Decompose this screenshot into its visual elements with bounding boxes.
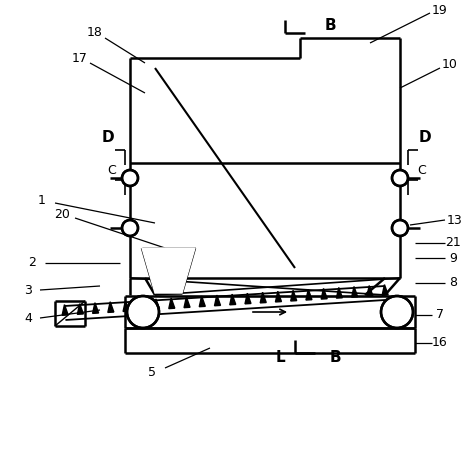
Text: D: D <box>102 131 114 146</box>
Circle shape <box>392 220 408 236</box>
Text: 9: 9 <box>449 251 457 265</box>
Polygon shape <box>184 297 190 308</box>
Circle shape <box>127 296 159 328</box>
Polygon shape <box>382 284 388 295</box>
Polygon shape <box>108 302 114 312</box>
Polygon shape <box>200 296 205 307</box>
Polygon shape <box>169 298 175 309</box>
Polygon shape <box>321 289 327 299</box>
Text: C: C <box>108 164 116 176</box>
Text: 2: 2 <box>28 256 36 269</box>
Text: 8: 8 <box>449 277 457 289</box>
Circle shape <box>381 296 413 328</box>
Circle shape <box>392 170 408 186</box>
Polygon shape <box>260 292 266 303</box>
Polygon shape <box>93 303 99 313</box>
Polygon shape <box>142 248 195 293</box>
Polygon shape <box>230 294 236 305</box>
Text: D: D <box>418 131 431 146</box>
Text: 16: 16 <box>432 337 448 349</box>
Text: 5: 5 <box>148 366 156 380</box>
Polygon shape <box>123 301 129 311</box>
Polygon shape <box>276 291 282 302</box>
Circle shape <box>122 170 138 186</box>
Text: 1: 1 <box>38 193 46 207</box>
Polygon shape <box>367 286 373 296</box>
Text: 13: 13 <box>447 213 463 227</box>
Polygon shape <box>245 293 251 304</box>
Text: 20: 20 <box>54 207 70 220</box>
Text: 19: 19 <box>432 4 448 16</box>
Polygon shape <box>215 295 220 306</box>
Text: C: C <box>418 164 427 176</box>
Text: B: B <box>324 18 336 33</box>
Text: L: L <box>275 350 285 365</box>
Text: 17: 17 <box>72 51 88 65</box>
Polygon shape <box>138 300 144 311</box>
Text: B: B <box>329 350 341 365</box>
Text: 7: 7 <box>436 309 444 322</box>
Text: 3: 3 <box>24 284 32 296</box>
Polygon shape <box>306 289 312 300</box>
Circle shape <box>122 220 138 236</box>
Polygon shape <box>336 288 342 298</box>
Polygon shape <box>153 299 160 310</box>
Polygon shape <box>291 290 297 301</box>
Polygon shape <box>77 304 84 314</box>
Text: 4: 4 <box>24 311 32 325</box>
Polygon shape <box>62 305 68 315</box>
Text: 18: 18 <box>87 27 103 39</box>
Text: 10: 10 <box>442 59 458 71</box>
Text: 21: 21 <box>445 236 461 250</box>
Polygon shape <box>352 287 358 297</box>
